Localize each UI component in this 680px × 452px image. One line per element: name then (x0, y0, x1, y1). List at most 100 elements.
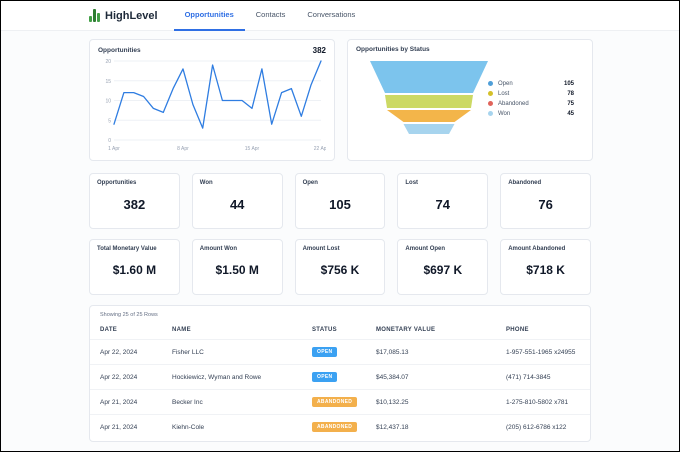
svg-text:15 Apr: 15 Apr (245, 146, 260, 152)
line-chart-total: 382 (312, 46, 326, 55)
status-badge: OPEN (312, 372, 338, 382)
stat-value: $1.50 M (215, 263, 259, 277)
svg-text:8 Apr: 8 Apr (177, 146, 189, 152)
stat-value: $756 K (320, 263, 360, 277)
tab-contacts[interactable]: Contacts (255, 10, 286, 19)
line-chart-title: Opportunities (98, 47, 141, 54)
stat-label: Amount Open (405, 246, 446, 252)
stat-card-amount-abandoned: Amount Abandoned $718 K (500, 239, 591, 295)
legend-dot-lost (488, 91, 493, 96)
stat-label: Amount Won (199, 246, 238, 252)
line-chart-header: Opportunities 382 (98, 46, 326, 55)
cell-phone: (471) 714-3845 (506, 373, 551, 381)
money-stats-row: Total Monetary Value $1.60 M Amount Won … (89, 239, 591, 295)
cell-phone: 1-275-810-5802 x781 (506, 398, 569, 406)
stat-card-lost: Lost 74 (397, 173, 489, 229)
status-badge: ABANDONED (312, 397, 358, 407)
stat-card-abandoned: Abandoned 76 (500, 173, 591, 229)
opportunities-line-chart: 0 5 10 15 20 1 Apr 8 Apr 15 Apr 22 Apr (105, 59, 328, 152)
cell-status: ABANDONED (312, 397, 376, 407)
stat-card-total-monetary-value: Total Monetary Value $1.60 M (89, 239, 180, 295)
main-nav: Opportunities Contacts Conversations (173, 1, 367, 31)
opportunities-table-card: Showing 25 of 25 Rows Date Name Status M… (89, 305, 591, 442)
cell-date: Apr 21, 2024 (100, 398, 138, 406)
cell-date: Apr 22, 2024 (100, 348, 138, 356)
legend-dot-won (488, 111, 493, 116)
dashboard-content: Opportunities 382 0 5 10 15 20 1 Apr 8 Apr 15 A… (1, 31, 679, 442)
legend-item-lost: Lost 78 (488, 91, 574, 97)
legend-label: Won (498, 110, 511, 117)
table-row[interactable]: Apr 21, 2024 Kiehn-Cole ABANDONED $12,43… (90, 414, 590, 439)
svg-text:22 Apr: 22 Apr (314, 146, 326, 152)
tab-conversations[interactable]: Conversations (307, 10, 356, 19)
legend-value: 78 (567, 90, 574, 97)
legend-dot-abandoned (488, 101, 493, 106)
svg-text:20: 20 (105, 59, 111, 65)
legend-value: 45 (567, 110, 574, 117)
count-stats-row: Opportunities 382 Won 44 Open 105 Lost 7… (89, 173, 591, 229)
bar-chart-logo-icon (89, 9, 100, 22)
legend-dot-open (488, 81, 493, 86)
stat-value: 44 (229, 196, 245, 212)
table-row[interactable]: Apr 22, 2024 Hockiewicz, Wyman and Rowe … (90, 364, 590, 389)
column-header-monetary-value: Monetary Value (376, 327, 436, 333)
cell-monetary-value: $10,132.25 (376, 398, 409, 406)
column-header-status: Status (312, 327, 337, 333)
status-badge: ABANDONED (312, 422, 358, 432)
stat-label: Opportunities (97, 180, 137, 186)
opportunities-line-chart-card: Opportunities 382 0 5 10 15 20 1 Apr 8 Apr 15 A… (89, 39, 335, 161)
brand-logo[interactable]: HighLevel (89, 9, 158, 22)
stat-label: Open (302, 180, 318, 186)
cell-name: Hockiewicz, Wyman and Rowe (172, 373, 262, 381)
cell-date: Apr 21, 2024 (100, 423, 138, 431)
cell-phone: (205) 612-6786 x122 (506, 423, 567, 431)
table-row[interactable]: Apr 22, 2024 Fisher LLC OPEN $17,085.13 … (90, 339, 590, 364)
stat-value: $718 K (526, 263, 565, 277)
legend-value: 105 (563, 80, 574, 87)
table-row-count: Showing 25 of 25 Rows (100, 312, 158, 318)
stat-value: 76 (538, 196, 553, 212)
stat-label: Won (199, 180, 213, 186)
stat-value: $697 K (423, 263, 463, 277)
stat-value: $1.60 M (112, 263, 157, 277)
cell-name: Fisher LLC (172, 348, 204, 356)
svg-text:1 Apr: 1 Apr (108, 146, 120, 152)
stat-card-opportunities: Opportunities 382 (89, 173, 180, 229)
stat-value: 74 (435, 196, 451, 212)
legend-label: Abandoned (498, 100, 529, 107)
funnel-segment-abandoned (387, 110, 471, 122)
table-header-row: Date Name Status Monetary Value Phone (90, 321, 590, 339)
svg-text:5: 5 (108, 118, 111, 124)
status-funnel-card: Opportunities by Status Open 105 Lost 78 (347, 39, 593, 161)
stat-card-amount-lost: Amount Lost $756 K (294, 239, 386, 295)
stat-label: Amount Abandoned (508, 246, 566, 252)
cell-name: Becker Inc (172, 398, 203, 406)
cell-monetary-value: $12,437.18 (376, 423, 409, 431)
legend-label: Open (498, 80, 513, 87)
column-header-name: Name (172, 327, 191, 333)
column-header-phone: Phone (506, 327, 529, 333)
tab-opportunities[interactable]: Opportunities (173, 1, 245, 31)
stat-label: Lost (405, 180, 419, 186)
stat-label: Abandoned (508, 180, 542, 186)
stat-label: Amount Lost (302, 246, 340, 252)
legend-item-open: Open 105 (488, 81, 574, 87)
stat-card-open: Open 105 (294, 173, 386, 229)
cell-status: OPEN (312, 347, 376, 357)
cell-name: Kiehn-Cole (172, 423, 205, 431)
charts-row: Opportunities 382 0 5 10 15 20 1 Apr 8 Apr 15 A… (89, 39, 593, 161)
stat-card-won: Won 44 (191, 173, 283, 229)
status-badge: OPEN (312, 347, 338, 357)
legend-value: 75 (567, 100, 574, 107)
table-row[interactable]: Apr 21, 2024 Becker Inc ABANDONED $10,13… (90, 389, 590, 414)
column-header-date: Date (100, 327, 118, 333)
funnel-segment-lost (385, 95, 473, 108)
cell-monetary-value: $17,085.13 (376, 348, 409, 356)
funnel-segment-open (370, 61, 488, 93)
stat-label: Total Monetary Value (97, 246, 157, 252)
legend-label: Lost (498, 90, 510, 97)
legend-item-won: Won 45 (488, 111, 574, 117)
svg-text:15: 15 (105, 79, 111, 85)
funnel-legend: Open 105 Lost 78 Abandoned 75 (488, 81, 574, 117)
